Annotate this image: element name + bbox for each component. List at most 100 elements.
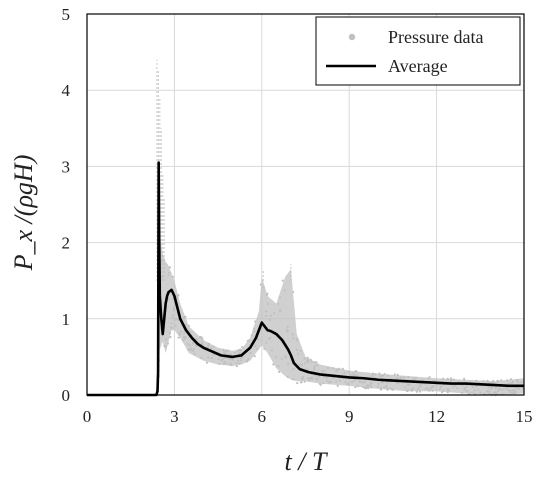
- pressure-data-point: [299, 349, 302, 352]
- pressure-data-point: [168, 271, 171, 274]
- pressure-data-point: [205, 361, 209, 364]
- pressure-data-point: [167, 274, 170, 277]
- pressure-data-point: [490, 385, 493, 389]
- pressure-data-point: [184, 323, 187, 327]
- pressure-data-point: [473, 389, 477, 392]
- pressure-data-point: [362, 381, 365, 384]
- pressure-data-point: [475, 385, 478, 388]
- pressure-data-point: [292, 378, 295, 381]
- pressure-data-point: [195, 338, 198, 341]
- pressure-data-point: [318, 382, 321, 385]
- pressure-data-point: [332, 377, 335, 380]
- pressure-data-point: [485, 390, 488, 393]
- pressure-data-point: [170, 326, 174, 329]
- pressure-data-point: [386, 374, 389, 377]
- pressure-data-point: [218, 362, 221, 365]
- pressure-data-point: [461, 384, 464, 387]
- pressure-data-point: [381, 374, 384, 377]
- pressure-data-point: [386, 388, 389, 391]
- pressure-data-point: [170, 322, 173, 325]
- pressure-data-point: [470, 391, 474, 394]
- pressure-data-point: [265, 341, 268, 344]
- pressure-data-point: [336, 384, 339, 388]
- pressure-data-point: [477, 388, 480, 391]
- pressure-data-point: [411, 377, 415, 380]
- pressure-data-point: [277, 370, 281, 373]
- pressure-data-point: [320, 370, 324, 373]
- pressure-data-point: [268, 319, 271, 322]
- pressure-data-point: [283, 289, 287, 292]
- pressure-data-point: [171, 316, 174, 319]
- pressure-data-point: [424, 387, 427, 390]
- pressure-data-point: [229, 353, 232, 356]
- pressure-data-point: [193, 353, 196, 356]
- pressure-data-point: [249, 352, 252, 355]
- pressure-data-point: [371, 374, 374, 377]
- pressure-data-point: [309, 358, 312, 361]
- pressure-data-point: [180, 330, 183, 333]
- pressure-data-point: [224, 349, 228, 353]
- x-tick-label: 15: [516, 407, 533, 426]
- pressure-data-point: [315, 377, 318, 380]
- pressure-data-point: [471, 386, 474, 389]
- pressure-data-point: [260, 327, 264, 330]
- pressure-data-point: [369, 384, 372, 387]
- pressure-data-point: [487, 386, 490, 389]
- pressure-data-point: [269, 314, 272, 317]
- pressure-data-point: [483, 392, 486, 395]
- pressure-data-point: [266, 292, 269, 295]
- pressure-data-point: [463, 377, 466, 380]
- pressure-data-point: [393, 373, 396, 376]
- pressure-data-point: [266, 302, 270, 305]
- pressure-data-point: [438, 388, 442, 391]
- pressure-data-point: [187, 324, 191, 328]
- pressure-data-point: [247, 358, 250, 361]
- pressure-data-point: [431, 389, 434, 392]
- pressure-data-point: [262, 286, 265, 289]
- pressure-data-point: [187, 348, 190, 351]
- pressure-data-point: [254, 344, 257, 348]
- pressure-data-point: [307, 360, 310, 363]
- pressure-data-point: [300, 377, 303, 380]
- pressure-data-point: [350, 381, 354, 384]
- pressure-data-point: [272, 312, 276, 315]
- pressure-data-point: [186, 342, 189, 345]
- pressure-data-point: [396, 373, 399, 376]
- y-tick-label: 0: [62, 386, 71, 405]
- pressure-data-point: [315, 361, 318, 364]
- pressure-data-point: [284, 356, 287, 359]
- pressure-data-point: [408, 383, 411, 386]
- pressure-data-point: [355, 370, 358, 373]
- pressure-data-point: [335, 369, 338, 372]
- pressure-data-point: [332, 367, 335, 370]
- pressure-data-point: [440, 385, 443, 388]
- pressure-data-point: [305, 368, 309, 371]
- pressure-data-point: [452, 378, 456, 381]
- pressure-data-point: [464, 386, 467, 389]
- pressure-data-point: [496, 380, 499, 383]
- pressure-data-point: [174, 318, 177, 321]
- pressure-data-point: [430, 385, 434, 388]
- pressure-data-point: [505, 379, 509, 382]
- pressure-data-point: [210, 357, 213, 360]
- pressure-data-point: [224, 361, 227, 364]
- pressure-data-point: [306, 356, 309, 359]
- pressure-data-point: [297, 352, 300, 355]
- y-tick-label: 1: [62, 310, 71, 329]
- pressure-data-point: [191, 342, 195, 345]
- pressure-data-point: [239, 359, 243, 362]
- pressure-data-point: [296, 337, 299, 341]
- pressure-data-point: [301, 375, 305, 378]
- pressure-data-point: [224, 352, 227, 355]
- pressure-data-point: [235, 361, 238, 365]
- x-tick-label: 12: [428, 407, 445, 426]
- pressure-data-point: [379, 388, 383, 391]
- legend-marker-pressure-data: [348, 33, 356, 41]
- pressure-data-point: [323, 369, 326, 372]
- pressure-data-point: [312, 366, 316, 369]
- pressure-data-point: [356, 384, 359, 388]
- pressure-data-point: [168, 332, 172, 335]
- pressure-data-point: [419, 383, 422, 387]
- pressure-data-point: [286, 375, 289, 379]
